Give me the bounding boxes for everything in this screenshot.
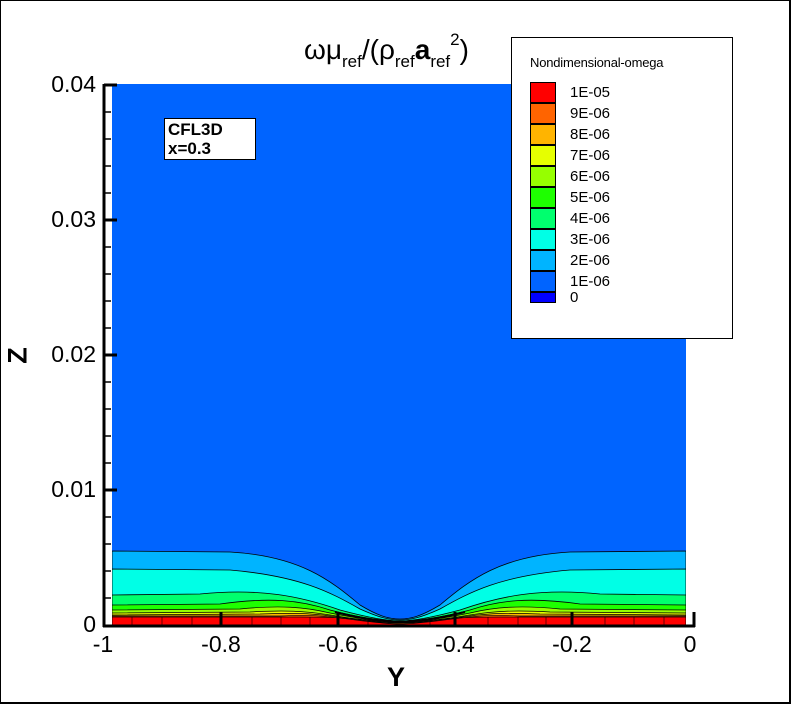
legend-item: 1E-06 xyxy=(530,271,730,292)
legend-swatch xyxy=(530,292,556,303)
legend-swatch xyxy=(530,208,556,229)
legend-swatch xyxy=(530,271,556,292)
legend-swatch xyxy=(530,187,556,208)
legend-item: 2E-06 xyxy=(530,250,730,271)
legend: Nondimensional-omega 1E-05 9E-06 8E-06 7… xyxy=(511,37,733,339)
annotation-box: CFL3D x=0.3 xyxy=(164,118,256,160)
axes xyxy=(102,83,696,628)
legend-item: 9E-06 xyxy=(530,103,730,124)
legend-item: 6E-06 xyxy=(530,166,730,187)
legend-swatch xyxy=(530,166,556,187)
legend-item: 4E-06 xyxy=(530,208,730,229)
legend-item: 8E-06 xyxy=(530,124,730,145)
legend-item: 5E-06 xyxy=(530,187,730,208)
legend-title: Nondimensional-omega xyxy=(530,55,664,70)
y-axis-label: Z xyxy=(2,347,33,364)
annotation-station: x=0.3 xyxy=(168,139,212,158)
legend-swatch xyxy=(530,229,556,250)
legend-item: 3E-06 xyxy=(530,229,730,250)
y-tick-label: 0.02 xyxy=(51,341,96,367)
legend-swatch xyxy=(530,103,556,124)
chart-title: ωμref/(ρrefaref2) xyxy=(304,30,469,71)
x-tick-label: -1 xyxy=(92,631,114,657)
y-tick-label: 0 xyxy=(83,611,96,637)
contour-field xyxy=(112,84,686,626)
annotation-solver: CFL3D xyxy=(168,120,223,139)
legend-item: 7E-06 xyxy=(530,145,730,166)
legend-swatch xyxy=(530,82,556,103)
y-tick-label: 0.01 xyxy=(51,476,96,502)
legend-item: 1E-05 xyxy=(530,82,730,103)
x-tick-label: -0.4 xyxy=(435,631,475,657)
x-tick-label: 0 xyxy=(683,631,697,657)
legend-swatch xyxy=(530,250,556,271)
x-axis-label: Y xyxy=(387,662,406,692)
legend-swatch xyxy=(530,145,556,166)
legend-swatch xyxy=(530,124,556,145)
legend-item: 0 xyxy=(530,289,730,306)
x-tick-label: -0.8 xyxy=(201,631,241,657)
x-tick-label: -0.6 xyxy=(318,631,358,657)
y-tick-label: 0.04 xyxy=(51,71,96,97)
y-tick-label: 0.03 xyxy=(51,206,96,232)
x-tick-label: -0.2 xyxy=(552,631,592,657)
